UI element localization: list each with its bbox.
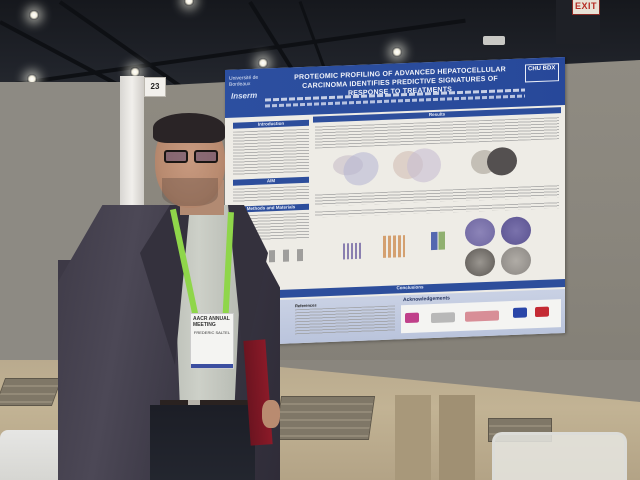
sponsor-logo <box>431 312 455 324</box>
person-hair <box>153 113 225 143</box>
folding-chair <box>0 430 65 480</box>
security-camera <box>483 36 505 45</box>
inserm-logo: Inserm <box>231 90 258 101</box>
belt <box>160 400 255 409</box>
histology-image <box>465 247 495 277</box>
region-logo <box>535 306 549 318</box>
bar-chart <box>431 231 445 251</box>
conference-badge: AACR ANNUAL MEETING FREDERIC SALTEL <box>190 313 234 369</box>
venn-circle <box>337 145 385 192</box>
sponsor-logo <box>465 310 499 322</box>
sponsor-logos <box>401 299 561 334</box>
ceiling-light <box>29 10 39 20</box>
university-logo: Université de Bordeaux <box>229 74 259 88</box>
floor-grate <box>274 396 376 440</box>
bar-chart <box>383 235 405 258</box>
badge-stripe <box>191 364 233 368</box>
folding-chair <box>492 432 627 480</box>
aim-text <box>233 185 309 203</box>
eu-flag-logo <box>513 307 527 318</box>
histology-image <box>501 246 531 276</box>
histology-image <box>465 217 495 247</box>
ceiling-light <box>392 47 402 57</box>
person-pants <box>150 405 255 480</box>
person-hand <box>262 400 280 428</box>
introduction-text <box>233 128 309 176</box>
venn-circle-dark <box>487 146 517 176</box>
sponsor-logo <box>405 312 419 324</box>
badge-name: FREDERIC SALTEL <box>193 330 231 335</box>
results-text <box>315 117 559 149</box>
ceiling-light <box>27 74 37 84</box>
beard-stubble <box>162 178 218 206</box>
eyeglasses <box>164 150 220 164</box>
background-person-legs <box>395 395 475 480</box>
references-text <box>295 305 395 336</box>
floor-grate <box>0 378 63 406</box>
acknowledgements-label: Acknowledgements <box>403 295 450 304</box>
bar-chart <box>343 242 361 260</box>
chu-logo: CHU BDX <box>525 63 559 83</box>
section-introduction: Introduction <box>233 119 309 129</box>
belt-buckle <box>188 400 200 409</box>
ceiling-light <box>258 58 268 68</box>
exit-sign: EXIT <box>572 0 600 15</box>
histology-image <box>501 216 531 246</box>
references-label: References <box>295 302 317 309</box>
venn-circle <box>407 147 441 184</box>
booth-number-sign: 23 <box>144 77 166 97</box>
section-aim: AIM <box>233 176 309 186</box>
ceiling-light <box>184 0 194 6</box>
glasses-lens <box>194 150 218 163</box>
ceiling-light <box>130 67 140 77</box>
glasses-lens <box>164 150 188 163</box>
badge-event: AACR ANNUAL MEETING <box>193 316 230 328</box>
